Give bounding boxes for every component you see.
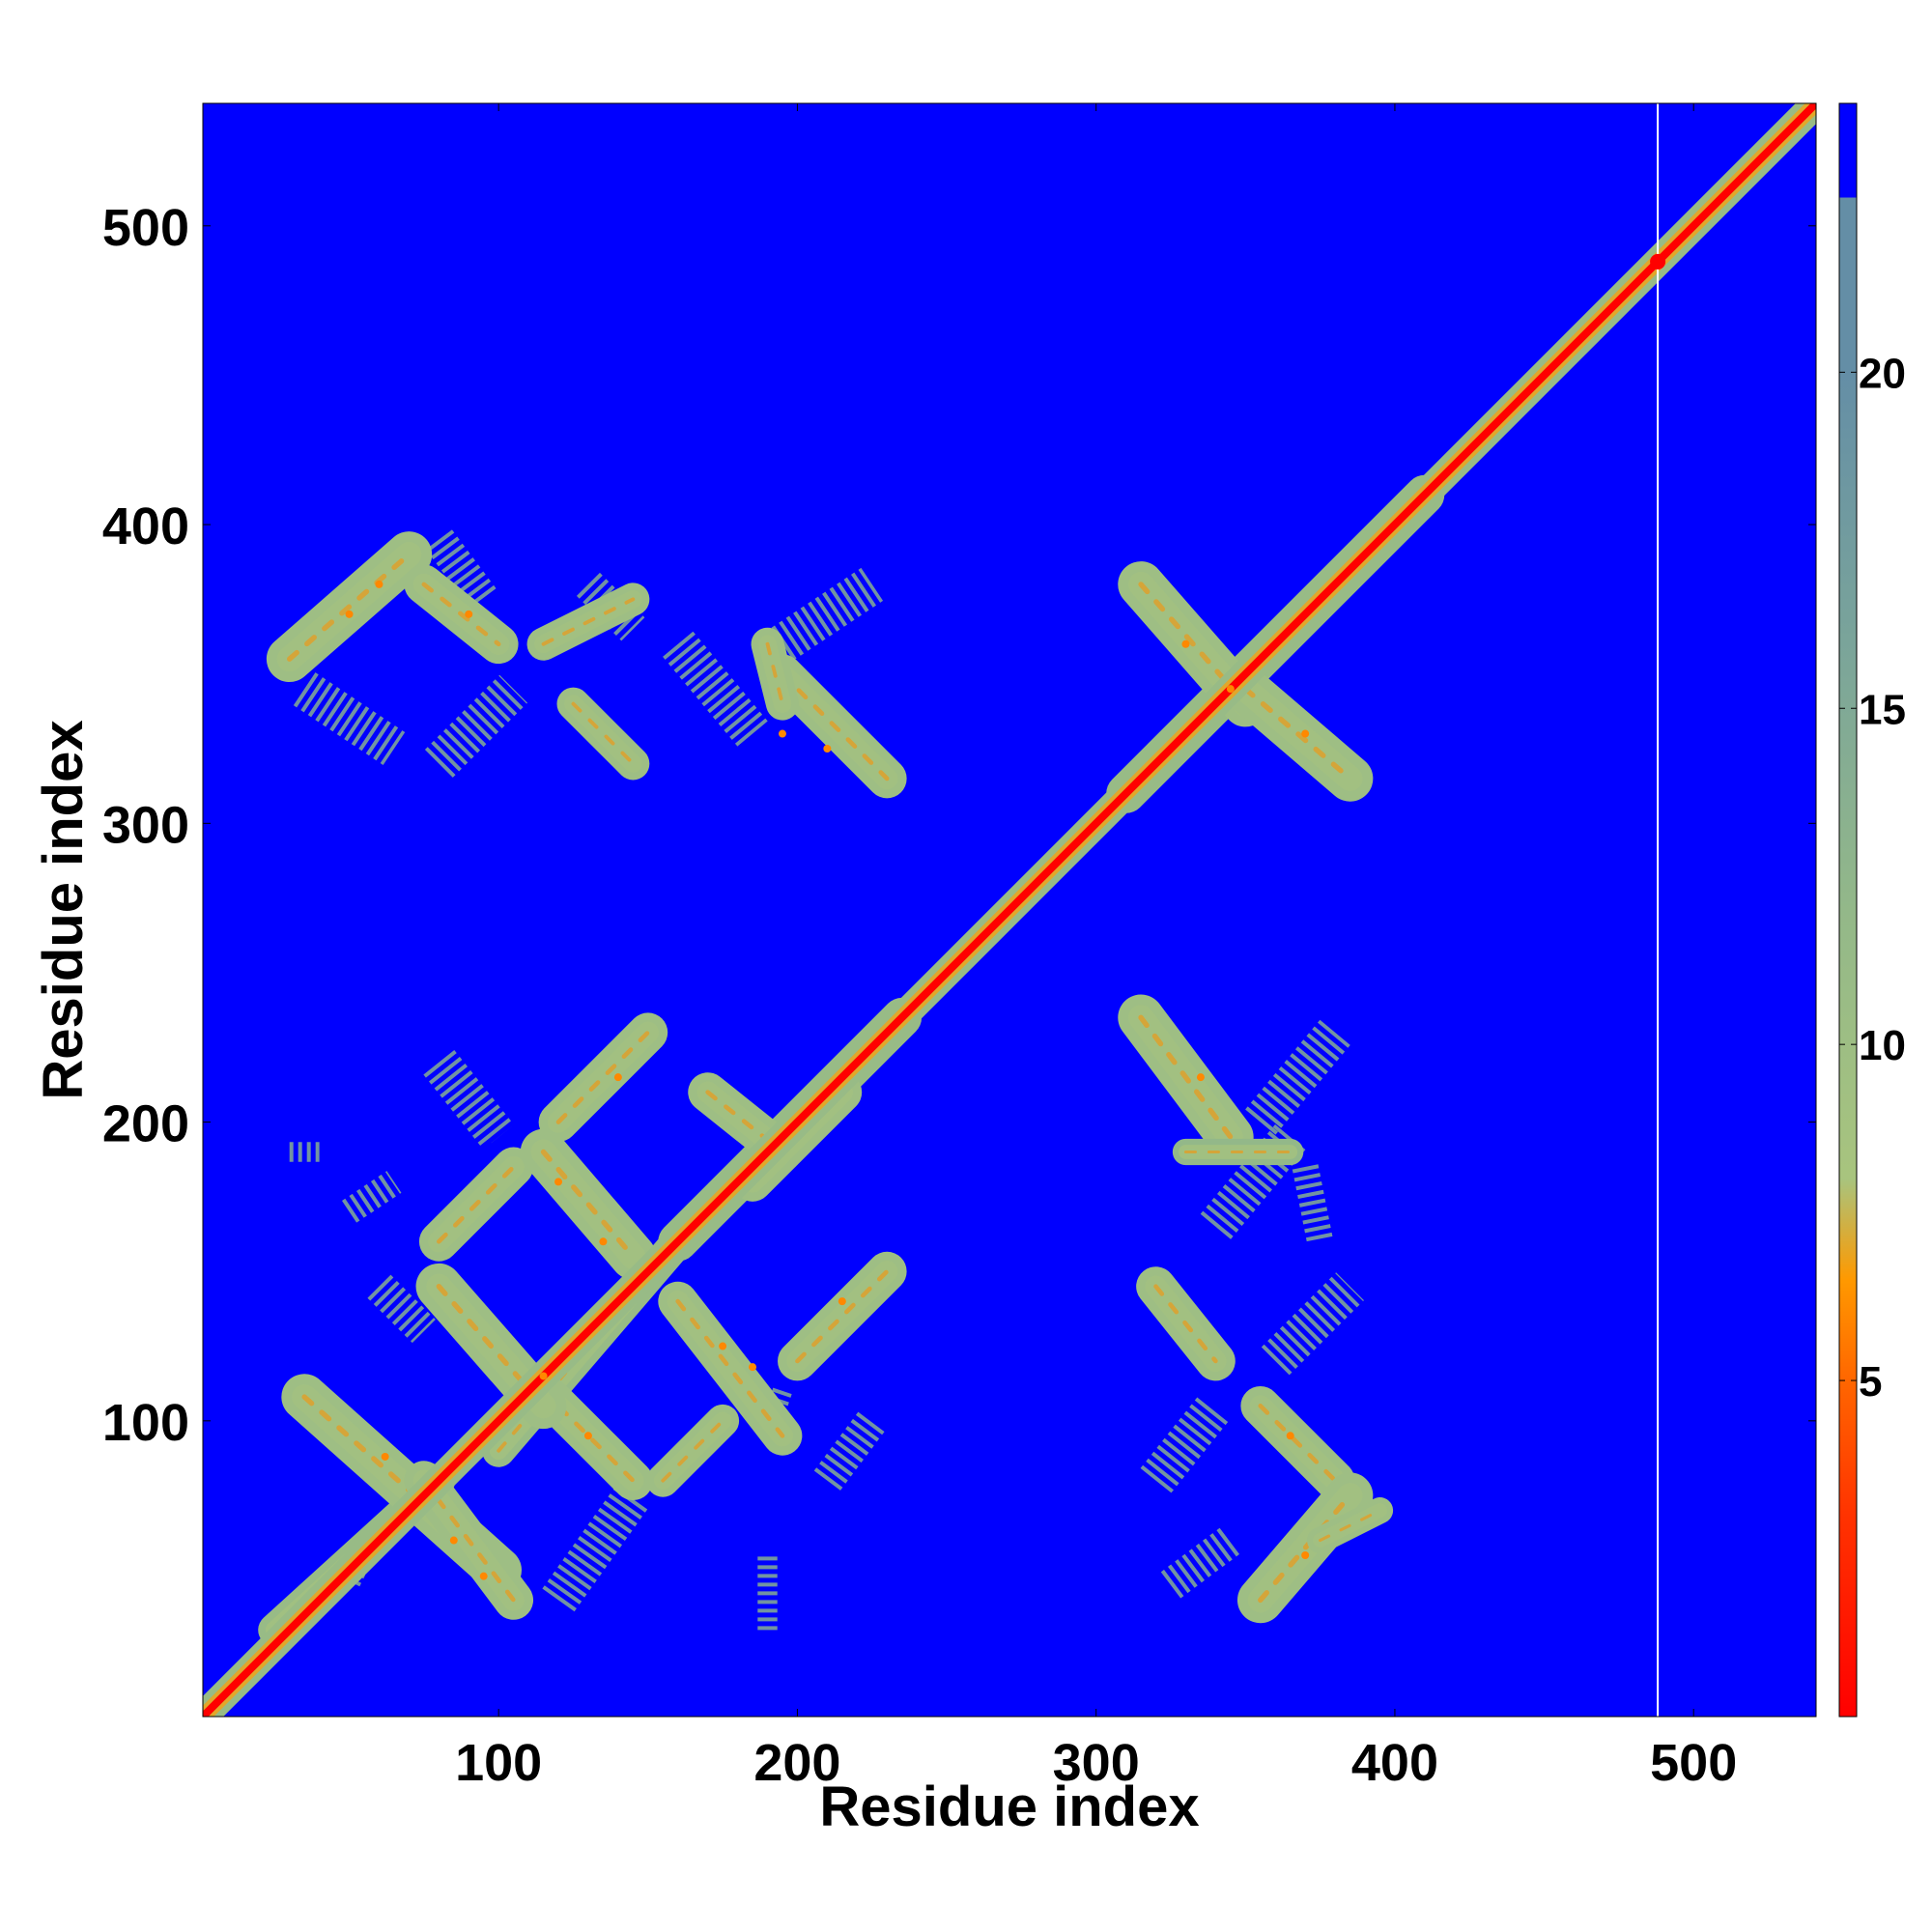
sparse-contact-patch	[771, 567, 884, 661]
sparse-contact-patch	[341, 1171, 402, 1223]
sparse-contact-patch	[423, 1049, 515, 1150]
contact-hotspot	[1301, 1551, 1310, 1559]
x-tick-label: 500	[1650, 1734, 1737, 1792]
heatmap-cells	[203, 103, 1816, 1717]
colorbar-tick-label: 5	[1859, 1358, 1882, 1406]
contact-band	[1136, 1266, 1236, 1381]
contact-band	[1118, 994, 1254, 1160]
contact-hotspot	[778, 729, 786, 738]
sparse-contact-patch	[1160, 1526, 1241, 1599]
sparse-contact-patch	[1245, 1019, 1350, 1135]
contact-hotspot	[583, 1432, 592, 1440]
contact-band	[538, 1012, 668, 1142]
colorbar: 5 10 15 20	[1838, 102, 1906, 1718]
contact-hotspot	[479, 1572, 488, 1580]
sparse-contact-patch	[367, 1274, 436, 1344]
x-tick-label: 100	[455, 1734, 542, 1792]
contact-band	[266, 531, 433, 683]
sparse-contact-patch	[576, 572, 645, 641]
contact-hotspot	[823, 745, 832, 753]
contact-band	[404, 564, 519, 665]
contact-band	[418, 1147, 534, 1262]
contact-hotspot	[465, 610, 473, 618]
sparse-contact-patch	[663, 631, 768, 747]
sparse-contact-patch	[1261, 1272, 1364, 1376]
contact-band	[751, 627, 799, 721]
contact-hotspot	[1286, 1432, 1294, 1440]
contact-hotspot	[375, 580, 384, 588]
contact-hotspot	[838, 1297, 846, 1306]
sparse-contact-patch	[425, 529, 497, 610]
sparse-contact-patch	[813, 1410, 886, 1491]
y-tick-label: 400	[102, 497, 189, 555]
main-diagonal	[203, 103, 1816, 1717]
sparse-contact-patch	[1140, 1393, 1232, 1493]
diagonal-cell	[1650, 253, 1666, 270]
contact-hotspot	[1301, 729, 1310, 738]
colorbar-ticks: 5 10 15 20	[1839, 350, 1906, 1406]
y-tick-label: 500	[102, 199, 189, 257]
colorbar-tick-label: 20	[1859, 350, 1906, 397]
colorbar-gradient	[1838, 102, 1858, 1718]
x-axis-ticks: 100 200 300 400 500	[455, 103, 1737, 1792]
contact-band	[762, 654, 907, 799]
contact-hotspot	[599, 1237, 608, 1246]
contact-hotspot	[1181, 639, 1190, 648]
contact-band	[658, 1281, 803, 1456]
contact-hotspot	[1226, 685, 1235, 694]
y-tick-label: 100	[102, 1394, 189, 1452]
contact-hotspot	[1196, 1073, 1205, 1082]
y-tick-label: 300	[102, 796, 189, 854]
colorbar-tick-label: 15	[1859, 686, 1906, 733]
y-tick-label: 200	[102, 1095, 189, 1153]
contact-band	[526, 582, 650, 661]
plot-frame	[202, 102, 1817, 1718]
sparse-contact-patch	[542, 1484, 649, 1612]
colorbar-tick-label: 10	[1859, 1022, 1906, 1069]
contact-hotspot	[381, 1452, 389, 1461]
contact-hotspot	[613, 1073, 622, 1082]
contact-hotspot	[539, 1372, 548, 1380]
x-tick-label: 200	[753, 1734, 840, 1792]
y-axis-ticks: 100 200 300 400 500	[102, 199, 1816, 1452]
x-tick-label: 400	[1351, 1734, 1438, 1792]
contact-band	[520, 1128, 657, 1280]
sparse-contact-patch	[293, 672, 406, 765]
contact-band	[778, 1251, 907, 1381]
contact-band	[646, 1404, 740, 1497]
contact-hotspot	[719, 1342, 727, 1350]
sparse-contact-patch	[1292, 1164, 1333, 1244]
contact-hotspot	[449, 1536, 458, 1545]
contact-hotspot	[749, 1363, 757, 1372]
contact-hotspot	[345, 610, 354, 618]
sparse-contact-patch	[424, 674, 528, 778]
contact-band	[1240, 1385, 1355, 1501]
y-axis-label: Residue index	[32, 720, 95, 1099]
contact-band	[556, 687, 650, 781]
contact-band	[1236, 1472, 1374, 1624]
heatmap-plot-area	[202, 102, 1817, 1718]
x-axis-label: Residue index	[819, 1776, 1199, 1838]
contact-band	[1307, 1497, 1394, 1554]
x-tick-label: 300	[1053, 1734, 1140, 1792]
contact-band	[1222, 666, 1374, 802]
contact-hotspot	[554, 1178, 563, 1186]
